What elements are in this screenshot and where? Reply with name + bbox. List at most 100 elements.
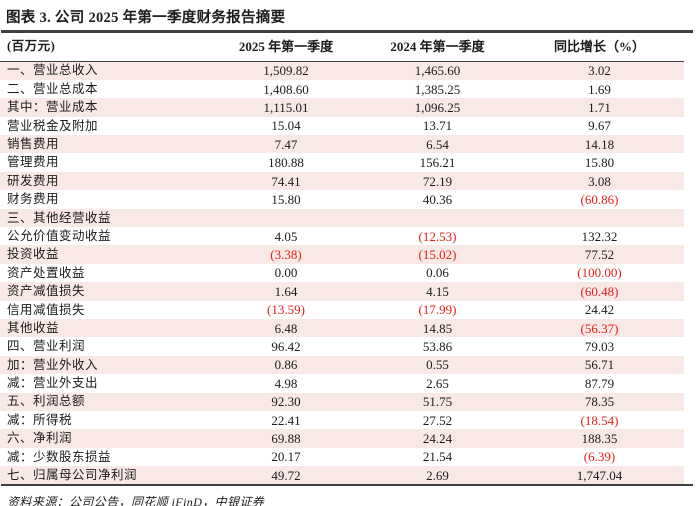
row-value: 15.80: [271, 191, 301, 207]
row-value: 1.71: [588, 99, 611, 115]
row-label: 其中：营业成本: [7, 100, 99, 115]
table-row: 投资收益 (3.38) (15.02) 77.52: [0, 245, 684, 264]
row-value: 53.86: [422, 339, 453, 355]
row-value: 1,096.25: [414, 99, 461, 115]
row-value: 7.47: [274, 136, 298, 152]
row-value: (3.38): [270, 247, 302, 263]
table-row: 其他收益 6.48 14.85 (56.37): [0, 318, 684, 338]
table-row: 财务费用 15.80 40.36 (60.86): [0, 190, 684, 208]
figure-title: 图表 3. 公司 2025 年第一季度财务报告摘要: [6, 10, 286, 26]
row-value: 6.54: [426, 136, 449, 152]
row-label: 一、营业总收入: [7, 63, 99, 78]
table-body: 一、营业总收入 1,509.82 1,465.60 3.02 二、营业总成本 1,408.…: [0, 61, 684, 485]
row-label: 四、营业利润: [7, 339, 86, 354]
row-value: (12.53): [418, 228, 457, 244]
row-value: 79.03: [584, 339, 615, 355]
row-value: 24.24: [422, 431, 453, 446]
table-row: 营业税金及附加 15.04 13.71 9.67: [0, 117, 684, 135]
row-value: 4.98: [274, 375, 298, 391]
row-label: 六、净利润: [7, 431, 73, 446]
table-row: 资产减值损失 1.64 4.15 (60.48): [0, 282, 684, 301]
row-label: 三、其他经营收益: [7, 210, 112, 225]
row-value: 14.18: [584, 136, 615, 152]
column-header-yoy: 同比增长（%）: [553, 39, 645, 54]
table-row: 其中：营业成本 1,115.01 1,096.25 1.71: [0, 98, 684, 117]
row-label: 二、营业总成本: [7, 81, 99, 96]
row-value: (56.37): [580, 320, 619, 336]
table-row: 六、净利润 69.88 24.24 188.35: [0, 429, 684, 448]
table-row: 五、利润总额 92.30 51.75 78.35: [0, 392, 684, 411]
row-label: 管理费用: [7, 155, 60, 170]
row-value: 14.85: [422, 320, 453, 336]
row-label: 销售费用: [7, 137, 60, 151]
row-label: 资产处置收益: [7, 265, 86, 280]
row-label: 减：营业外支出: [7, 376, 99, 391]
row-value: 24.42: [584, 302, 615, 318]
table-row: 销售费用 7.47 6.54 14.18: [0, 135, 684, 154]
row-value: 0.00: [274, 265, 298, 281]
row-value: 1.64: [274, 283, 298, 299]
table-row: 公允价值变动收益 4.05 (12.53) 132.32: [0, 227, 684, 245]
row-value: 15.80: [584, 155, 615, 171]
row-value: 0.86: [274, 357, 298, 373]
row-value: (15.02): [418, 247, 457, 263]
table-row: 减：所得税 22.41 27.52 (18.54): [0, 411, 684, 429]
row-value: 1,408.60: [263, 81, 309, 97]
column-header-2024q1: 2024 年第一季度: [390, 39, 485, 54]
row-value: 22.41: [271, 412, 301, 428]
row-label: 财务费用: [7, 192, 60, 207]
row-value: 87.79: [584, 375, 615, 391]
row-value: 56.71: [584, 357, 615, 373]
row-label: 五、利润总额: [7, 394, 86, 409]
row-label: 减：少数股东损益: [7, 449, 112, 464]
row-label: 公允价值变动收益: [7, 228, 112, 243]
row-value: 15.04: [271, 118, 301, 134]
row-value: 3.02: [588, 63, 611, 79]
row-value: (100.00): [577, 265, 622, 281]
row-value: 92.30: [271, 394, 301, 410]
row-value: (60.48): [580, 283, 619, 299]
row-value: 4.05: [274, 228, 298, 244]
table-row: 二、营业总成本 1,408.60 1,385.25 1.69: [0, 80, 684, 98]
table-row: 减：少数股东损益 20.17 21.54 (6.39): [0, 448, 684, 466]
row-value: 188.35: [581, 431, 618, 446]
row-value: 156.21: [419, 155, 456, 171]
row-value: (17.99): [418, 302, 457, 318]
row-label: 减：所得税: [7, 412, 73, 427]
row-label: 其他收益: [7, 320, 60, 335]
row-value: (18.54): [580, 412, 619, 428]
row-value: 21.54: [422, 449, 453, 465]
table-row: 减：营业外支出 4.98 2.65 87.79: [0, 374, 684, 392]
row-value: 20.17: [271, 449, 301, 465]
table-row: 一、营业总收入 1,509.82 1,465.60 3.02: [0, 61, 684, 80]
table-row: 加：营业外收入 0.86 0.55 56.71: [0, 355, 684, 375]
row-value: 69.88: [271, 431, 301, 446]
table-row: 信用减值损失 (13.59) (17.99) 24.42: [0, 301, 684, 319]
row-value: (6.39): [583, 449, 616, 465]
table-row: 研发费用 74.41 72.19 3.08: [0, 171, 684, 191]
row-value: (13.59): [267, 302, 305, 318]
row-value: 3.08: [588, 173, 611, 189]
table-row: 三、其他经营收益: [0, 208, 684, 228]
table-header-row: (百万元) 2025 年第一季度 2024 年第一季度 同比增长（%）: [0, 32, 684, 62]
row-value: 9.67: [588, 118, 611, 134]
title-divider: [1, 30, 693, 33]
row-value: 1,385.25: [414, 81, 461, 97]
table-bottom-divider: [1, 484, 693, 487]
row-label: 投资收益: [7, 247, 60, 262]
row-value: 77.52: [584, 247, 615, 263]
row-value: 40.36: [422, 191, 453, 207]
row-value: 2.65: [426, 375, 449, 391]
table-row: 管理费用 180.88 156.21 15.80: [0, 153, 684, 171]
row-value: 180.88: [268, 155, 304, 171]
row-value: 13.71: [422, 118, 453, 134]
row-label: 加：营业外收入: [7, 357, 99, 372]
row-value: 74.41: [271, 173, 301, 189]
row-value: 1,115.01: [263, 99, 309, 115]
row-value: 6.48: [274, 320, 298, 336]
row-value: 78.35: [584, 394, 615, 410]
row-value: 27.52: [422, 412, 453, 428]
column-header-unit: (百万元): [7, 39, 56, 54]
table-row: 四、营业利润 96.42 53.86 79.03: [0, 337, 684, 355]
